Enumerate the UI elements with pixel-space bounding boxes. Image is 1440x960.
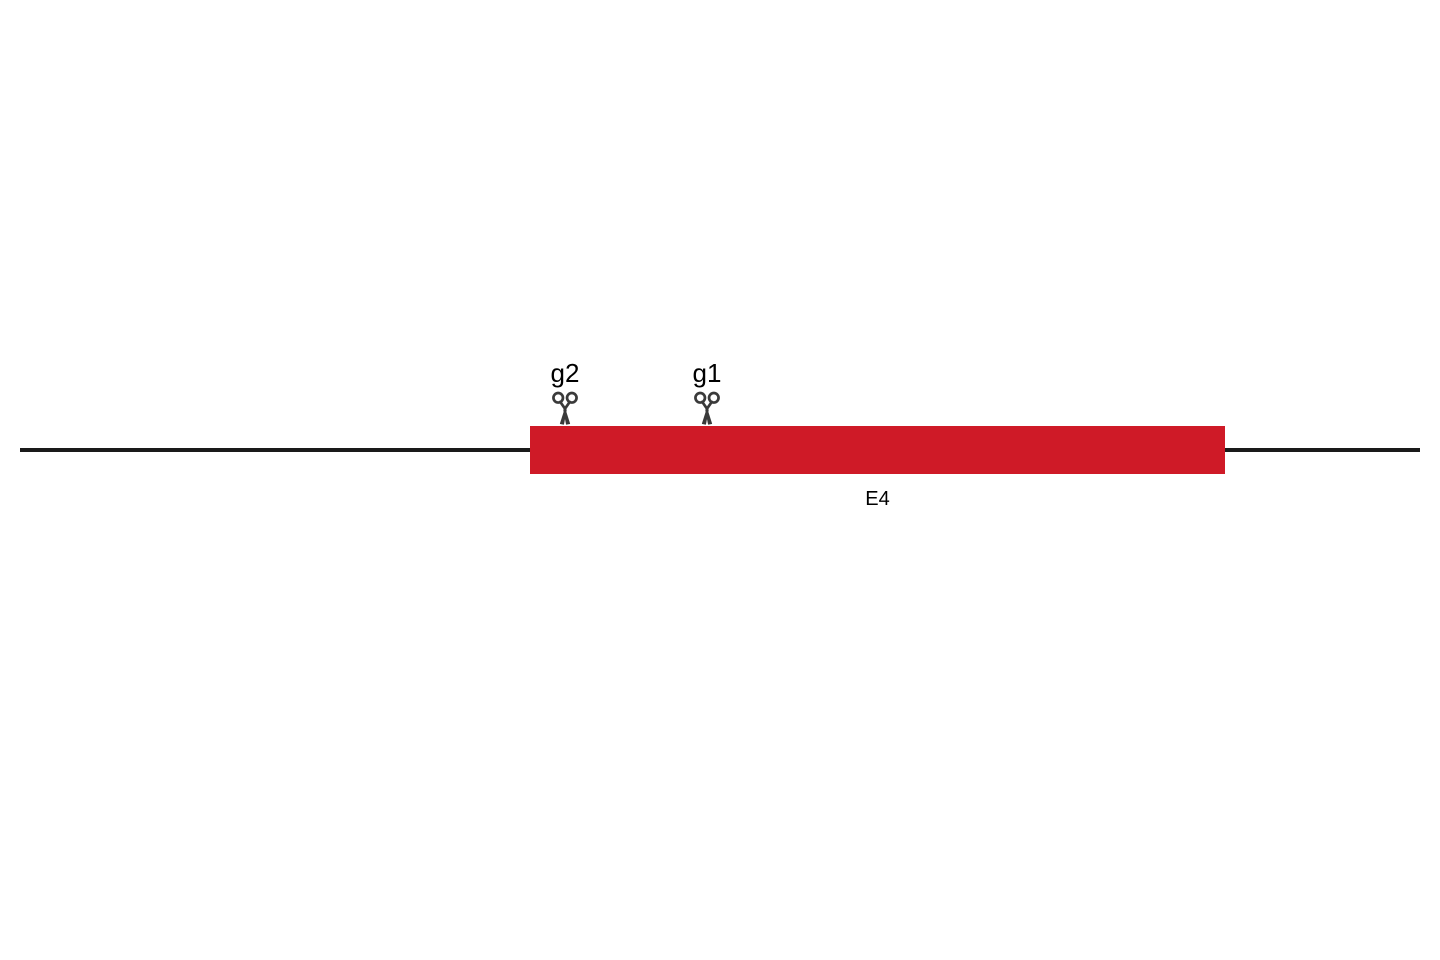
cut-site-g1: g1: [687, 358, 727, 425]
cut-site-g2-label: g2: [545, 358, 585, 389]
cut-site-g2: g2: [545, 358, 585, 425]
scissors-icon: [548, 391, 582, 425]
exon-box: [530, 426, 1225, 474]
intron-line-right: [1225, 448, 1420, 452]
exon-label: E4: [865, 488, 889, 511]
scissors-icon: [690, 391, 724, 425]
cut-site-g1-label: g1: [687, 358, 727, 389]
intron-line-left: [20, 448, 530, 452]
